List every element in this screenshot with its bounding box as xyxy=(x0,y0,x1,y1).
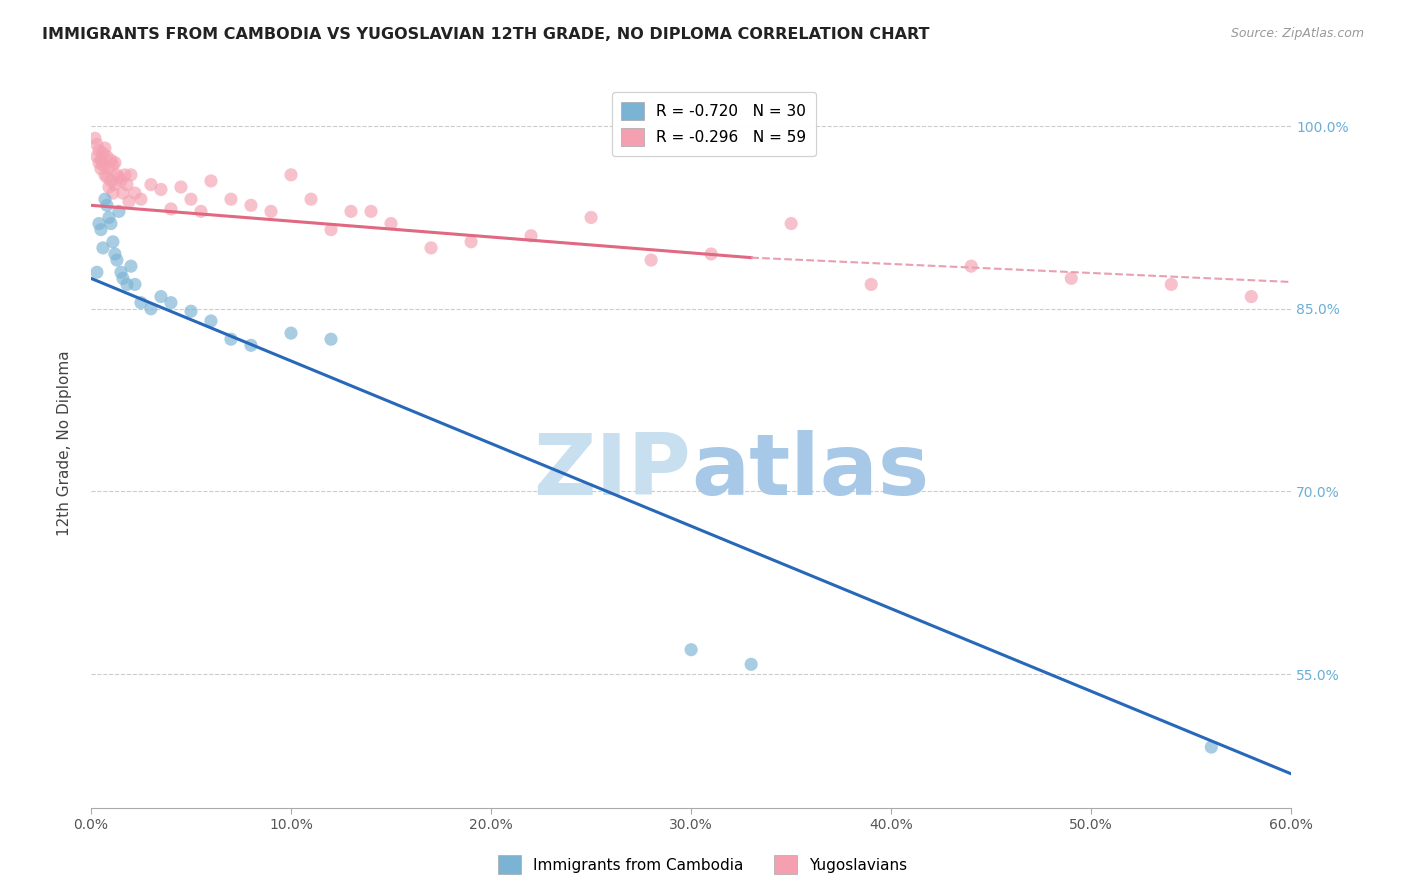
Point xyxy=(1160,277,1182,292)
Point xyxy=(115,277,138,292)
Y-axis label: 12th Grade, No Diploma: 12th Grade, No Diploma xyxy=(58,350,72,535)
Point xyxy=(260,204,283,219)
Point xyxy=(579,211,602,225)
Point xyxy=(90,222,112,236)
Point xyxy=(520,228,543,243)
Point xyxy=(110,174,132,188)
Point xyxy=(105,168,128,182)
Point xyxy=(101,158,124,172)
Point xyxy=(240,338,263,352)
Text: IMMIGRANTS FROM CAMBODIA VS YUGOSLAVIAN 12TH GRADE, NO DIPLOMA CORRELATION CHART: IMMIGRANTS FROM CAMBODIA VS YUGOSLAVIAN … xyxy=(42,27,929,42)
Point xyxy=(240,198,263,212)
Point xyxy=(87,217,110,231)
Point xyxy=(91,158,114,172)
Point xyxy=(149,182,172,196)
Point xyxy=(129,295,152,310)
Point xyxy=(115,178,138,192)
Point xyxy=(460,235,482,249)
Point xyxy=(129,192,152,206)
Point xyxy=(1201,740,1223,755)
Point xyxy=(1240,290,1263,304)
Point xyxy=(1060,271,1083,285)
Point xyxy=(104,155,127,169)
Point xyxy=(100,174,122,188)
Point xyxy=(319,222,342,236)
Point xyxy=(101,186,124,200)
Point xyxy=(86,265,108,279)
Point xyxy=(160,202,183,216)
Point xyxy=(86,137,108,152)
Point xyxy=(94,192,117,206)
Point xyxy=(111,271,134,285)
Point xyxy=(96,198,118,212)
Legend: R = -0.720   N = 30, R = -0.296   N = 59: R = -0.720 N = 30, R = -0.296 N = 59 xyxy=(612,93,815,155)
Point xyxy=(740,657,762,672)
Point xyxy=(108,170,131,185)
Point xyxy=(170,180,193,194)
Point xyxy=(86,150,108,164)
Point xyxy=(100,153,122,168)
Point xyxy=(111,186,134,200)
Point xyxy=(90,153,112,168)
Point xyxy=(110,265,132,279)
Point xyxy=(219,192,242,206)
Point xyxy=(780,217,803,231)
Point xyxy=(960,259,983,273)
Point xyxy=(219,332,242,346)
Point xyxy=(96,150,118,164)
Point xyxy=(96,170,118,185)
Point xyxy=(860,277,883,292)
Point xyxy=(280,168,302,182)
Point xyxy=(120,168,142,182)
Point xyxy=(200,314,222,328)
Point xyxy=(97,211,120,225)
Point xyxy=(91,145,114,160)
Point xyxy=(180,304,202,318)
Point xyxy=(640,253,662,268)
Point xyxy=(90,161,112,176)
Point xyxy=(97,161,120,176)
Point xyxy=(149,290,172,304)
Point xyxy=(200,174,222,188)
Point xyxy=(139,178,162,192)
Point xyxy=(105,253,128,268)
Point xyxy=(108,204,131,219)
Point xyxy=(120,259,142,273)
Point xyxy=(160,295,183,310)
Point xyxy=(114,168,136,182)
Point xyxy=(124,186,146,200)
Point xyxy=(87,144,110,158)
Point xyxy=(360,204,382,219)
Text: atlas: atlas xyxy=(692,431,929,514)
Point xyxy=(700,247,723,261)
Point xyxy=(340,204,363,219)
Point xyxy=(84,131,107,145)
Point xyxy=(101,235,124,249)
Point xyxy=(420,241,443,255)
Point xyxy=(380,217,402,231)
Point xyxy=(139,301,162,316)
Point xyxy=(319,332,342,346)
Text: ZIP: ZIP xyxy=(533,431,692,514)
Point xyxy=(299,192,322,206)
Point xyxy=(94,168,117,182)
Point xyxy=(681,642,703,657)
Point xyxy=(118,194,141,209)
Point xyxy=(190,204,212,219)
Point xyxy=(100,217,122,231)
Point xyxy=(104,247,127,261)
Point xyxy=(180,192,202,206)
Point xyxy=(91,241,114,255)
Point xyxy=(124,277,146,292)
Point xyxy=(104,178,127,192)
Point xyxy=(87,155,110,169)
Legend: Immigrants from Cambodia, Yugoslavians: Immigrants from Cambodia, Yugoslavians xyxy=(492,849,914,880)
Text: Source: ZipAtlas.com: Source: ZipAtlas.com xyxy=(1230,27,1364,40)
Point xyxy=(94,141,117,155)
Point xyxy=(97,180,120,194)
Point xyxy=(280,326,302,340)
